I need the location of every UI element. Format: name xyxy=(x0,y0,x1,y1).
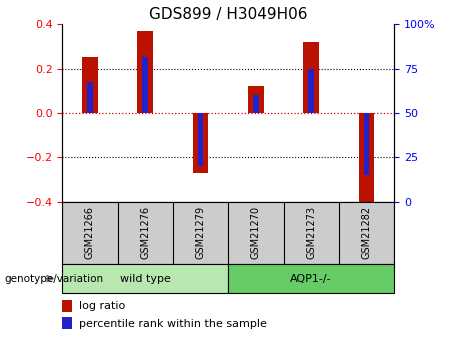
Bar xyxy=(62,264,228,293)
Text: AQP1-/-: AQP1-/- xyxy=(290,274,332,284)
Text: log ratio: log ratio xyxy=(79,302,125,311)
Bar xyxy=(248,86,264,113)
Text: wild type: wild type xyxy=(120,274,171,284)
Bar xyxy=(82,58,98,113)
Bar xyxy=(198,113,203,166)
Text: GSM21266: GSM21266 xyxy=(85,206,95,259)
Text: GSM21282: GSM21282 xyxy=(361,206,372,259)
Text: GSM21279: GSM21279 xyxy=(195,206,206,259)
Text: GSM21270: GSM21270 xyxy=(251,206,261,259)
Bar xyxy=(364,113,369,175)
Text: percentile rank within the sample: percentile rank within the sample xyxy=(79,319,267,328)
Bar xyxy=(253,95,259,113)
Bar xyxy=(228,264,394,293)
Bar xyxy=(62,317,72,329)
Text: GSM21276: GSM21276 xyxy=(140,206,150,259)
Text: genotype/variation: genotype/variation xyxy=(5,274,104,284)
Bar xyxy=(303,42,319,113)
Title: GDS899 / H3049H06: GDS899 / H3049H06 xyxy=(149,7,307,22)
Bar xyxy=(137,31,153,113)
Bar xyxy=(87,82,93,113)
Bar xyxy=(359,113,374,204)
Bar xyxy=(193,113,208,173)
Text: GSM21273: GSM21273 xyxy=(306,206,316,259)
Bar xyxy=(142,58,148,113)
Bar xyxy=(62,300,72,312)
Bar xyxy=(308,69,314,113)
